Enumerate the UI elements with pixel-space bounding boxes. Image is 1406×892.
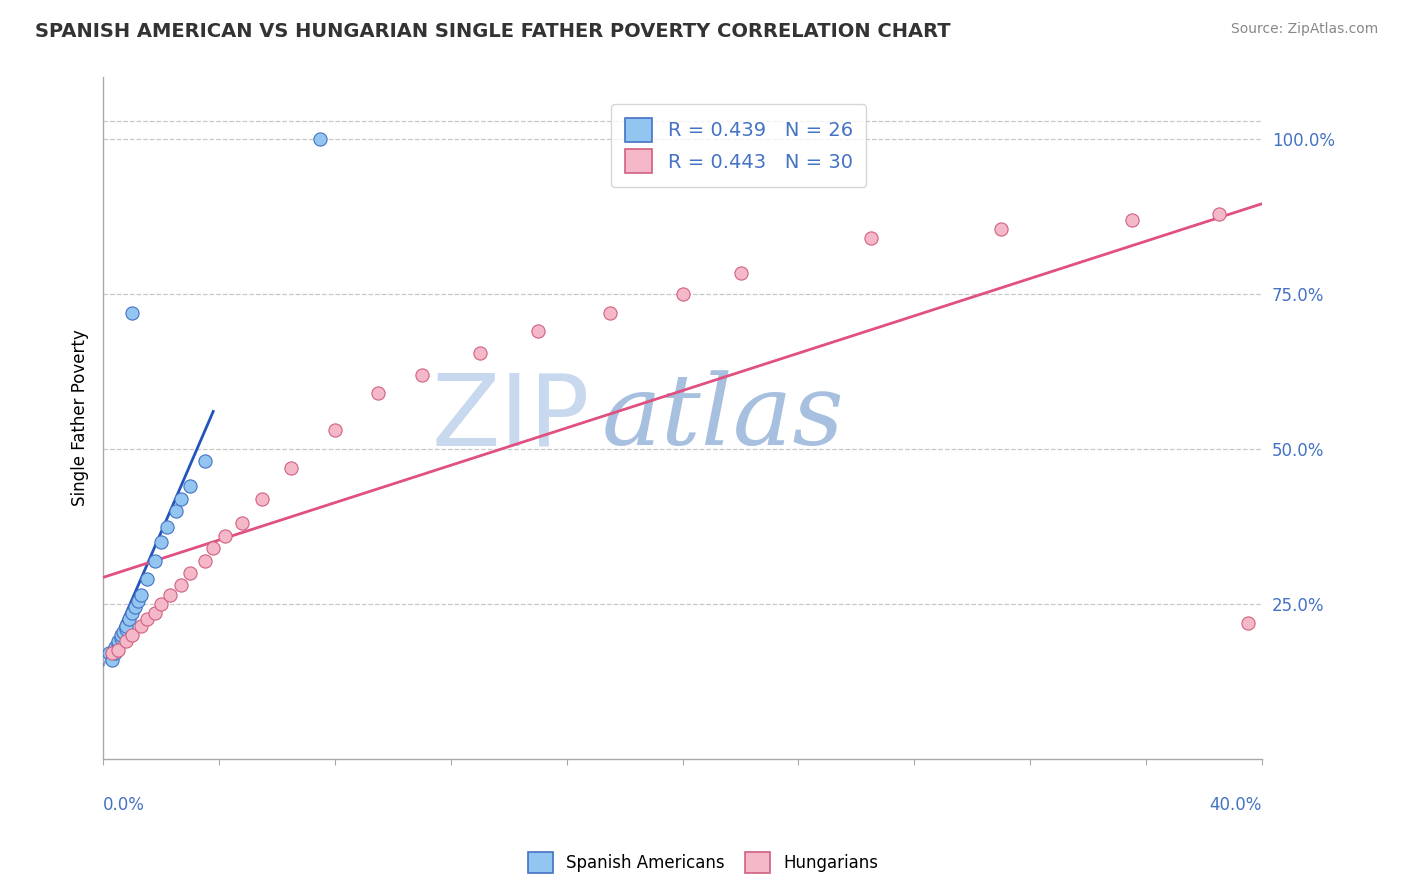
- Point: [107, 643, 129, 657]
- Point: [599, 306, 621, 320]
- Point: [97, 647, 120, 661]
- Point: [170, 578, 193, 592]
- Point: [104, 640, 127, 655]
- Point: [671, 287, 693, 301]
- Point: [121, 628, 143, 642]
- Point: [165, 504, 187, 518]
- Point: [1121, 213, 1143, 227]
- Point: [202, 541, 225, 556]
- Point: [150, 597, 173, 611]
- Text: 40.0%: 40.0%: [1209, 797, 1263, 814]
- Text: 0.0%: 0.0%: [103, 797, 145, 814]
- Point: [179, 566, 201, 580]
- Point: [231, 516, 253, 531]
- Point: [107, 634, 129, 648]
- Legend: R = 0.439   N = 26, R = 0.443   N = 30: R = 0.439 N = 26, R = 0.443 N = 30: [612, 104, 866, 186]
- Point: [101, 653, 124, 667]
- Point: [104, 647, 127, 661]
- Point: [124, 600, 146, 615]
- Point: [143, 606, 166, 620]
- Point: [115, 634, 138, 648]
- Point: [129, 588, 152, 602]
- Legend: Spanish Americans, Hungarians: Spanish Americans, Hungarians: [522, 846, 884, 880]
- Point: [859, 231, 882, 245]
- Point: [526, 325, 548, 339]
- Point: [193, 454, 215, 468]
- Point: [143, 553, 166, 567]
- Point: [127, 594, 149, 608]
- Point: [156, 519, 179, 533]
- Point: [1208, 207, 1230, 221]
- Point: [129, 618, 152, 632]
- Point: [323, 424, 346, 438]
- Point: [121, 606, 143, 620]
- Point: [101, 647, 124, 661]
- Point: [367, 386, 389, 401]
- Point: [112, 624, 135, 639]
- Point: [1236, 615, 1258, 630]
- Point: [730, 266, 752, 280]
- Point: [121, 306, 143, 320]
- Text: ZIP: ZIP: [432, 369, 591, 467]
- Point: [179, 479, 201, 493]
- Point: [115, 622, 138, 636]
- Point: [411, 368, 433, 382]
- Point: [150, 535, 173, 549]
- Point: [110, 628, 132, 642]
- Point: [135, 612, 157, 626]
- Y-axis label: Single Father Poverty: Single Father Poverty: [72, 330, 89, 507]
- Point: [170, 491, 193, 506]
- Point: [115, 618, 138, 632]
- Point: [118, 612, 141, 626]
- Point: [252, 491, 274, 506]
- Text: SPANISH AMERICAN VS HUNGARIAN SINGLE FATHER POVERTY CORRELATION CHART: SPANISH AMERICAN VS HUNGARIAN SINGLE FAT…: [35, 22, 950, 41]
- Point: [110, 631, 132, 645]
- Point: [280, 460, 302, 475]
- Text: atlas: atlas: [602, 370, 844, 466]
- Point: [159, 588, 181, 602]
- Point: [309, 132, 332, 146]
- Point: [214, 529, 236, 543]
- Text: Source: ZipAtlas.com: Source: ZipAtlas.com: [1230, 22, 1378, 37]
- Point: [135, 572, 157, 586]
- Point: [468, 346, 491, 360]
- Point: [990, 222, 1012, 236]
- Point: [107, 637, 129, 651]
- Point: [193, 553, 215, 567]
